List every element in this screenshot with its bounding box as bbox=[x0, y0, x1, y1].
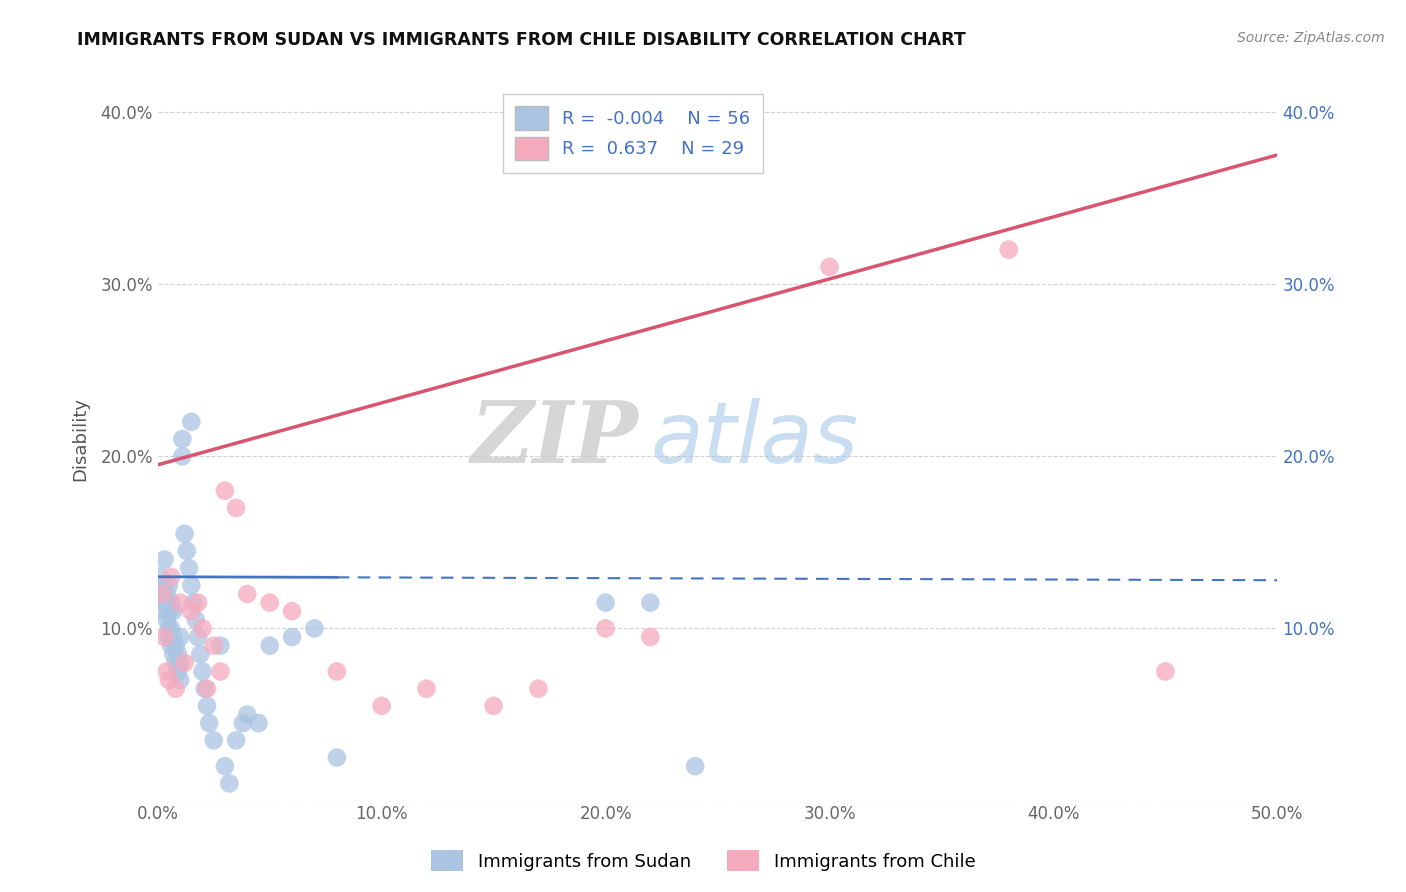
Point bbox=[1154, 665, 1177, 679]
Point bbox=[247, 716, 270, 731]
Point bbox=[188, 647, 211, 661]
Point bbox=[183, 596, 205, 610]
Point bbox=[415, 681, 437, 696]
Point bbox=[198, 716, 221, 731]
Text: IMMIGRANTS FROM SUDAN VS IMMIGRANTS FROM CHILE DISABILITY CORRELATION CHART: IMMIGRANTS FROM SUDAN VS IMMIGRANTS FROM… bbox=[77, 31, 966, 49]
Point bbox=[165, 639, 187, 653]
Point bbox=[640, 596, 662, 610]
Point bbox=[156, 596, 179, 610]
Text: Source: ZipAtlas.com: Source: ZipAtlas.com bbox=[1237, 31, 1385, 45]
Point bbox=[683, 759, 706, 773]
Point bbox=[169, 596, 191, 610]
Point bbox=[150, 578, 173, 592]
Point bbox=[236, 587, 259, 601]
Point bbox=[156, 587, 179, 601]
Point bbox=[259, 639, 281, 653]
Point bbox=[281, 630, 304, 644]
Point bbox=[153, 596, 176, 610]
Point bbox=[187, 630, 209, 644]
Point bbox=[225, 500, 247, 515]
Point bbox=[153, 552, 176, 566]
Point bbox=[167, 647, 190, 661]
Point bbox=[818, 260, 841, 274]
Point bbox=[167, 665, 190, 679]
Point bbox=[214, 759, 236, 773]
Point bbox=[156, 665, 179, 679]
Point bbox=[482, 698, 505, 713]
Point bbox=[157, 673, 180, 687]
Point bbox=[153, 630, 176, 644]
Point bbox=[157, 604, 180, 618]
Point bbox=[595, 622, 617, 636]
Point bbox=[326, 665, 349, 679]
Point bbox=[180, 415, 202, 429]
Point bbox=[153, 604, 176, 618]
Point bbox=[157, 630, 180, 644]
Point bbox=[218, 776, 240, 790]
Point bbox=[997, 243, 1019, 257]
Point bbox=[180, 604, 202, 618]
Point bbox=[173, 656, 195, 670]
Point bbox=[214, 483, 236, 498]
Point bbox=[160, 639, 183, 653]
Point bbox=[202, 639, 225, 653]
Point bbox=[162, 604, 184, 618]
Point bbox=[191, 665, 214, 679]
Point bbox=[209, 639, 232, 653]
Point bbox=[169, 673, 191, 687]
Point bbox=[236, 707, 259, 722]
Point bbox=[150, 587, 173, 601]
Point bbox=[195, 698, 218, 713]
Point bbox=[172, 432, 194, 446]
Point bbox=[370, 698, 392, 713]
Legend: R =  -0.004    N = 56, R =  0.637    N = 29: R = -0.004 N = 56, R = 0.637 N = 29 bbox=[503, 94, 763, 173]
Point bbox=[527, 681, 550, 696]
Point bbox=[225, 733, 247, 747]
Point bbox=[595, 596, 617, 610]
Point bbox=[157, 578, 180, 592]
Point bbox=[281, 604, 304, 618]
Point bbox=[187, 596, 209, 610]
Y-axis label: Disability: Disability bbox=[72, 397, 89, 481]
Point bbox=[194, 681, 217, 696]
Point bbox=[149, 570, 172, 584]
Legend: Immigrants from Sudan, Immigrants from Chile: Immigrants from Sudan, Immigrants from C… bbox=[423, 843, 983, 879]
Text: atlas: atlas bbox=[651, 398, 859, 481]
Point bbox=[169, 656, 191, 670]
Point bbox=[326, 750, 349, 764]
Point bbox=[191, 622, 214, 636]
Point bbox=[156, 613, 179, 627]
Point bbox=[162, 647, 184, 661]
Point bbox=[304, 622, 326, 636]
Point bbox=[259, 596, 281, 610]
Point bbox=[160, 622, 183, 636]
Point bbox=[150, 587, 173, 601]
Point bbox=[177, 561, 200, 575]
Point bbox=[202, 733, 225, 747]
Point bbox=[160, 596, 183, 610]
Point bbox=[640, 630, 662, 644]
Point bbox=[176, 544, 198, 558]
Point bbox=[232, 716, 254, 731]
Point bbox=[184, 613, 207, 627]
Point bbox=[165, 656, 187, 670]
Point bbox=[209, 665, 232, 679]
Text: ZIP: ZIP bbox=[471, 397, 640, 481]
Point bbox=[169, 630, 191, 644]
Point bbox=[173, 526, 195, 541]
Point bbox=[180, 578, 202, 592]
Point bbox=[160, 570, 183, 584]
Point bbox=[165, 681, 187, 696]
Point bbox=[157, 622, 180, 636]
Point bbox=[162, 630, 184, 644]
Point bbox=[195, 681, 218, 696]
Point bbox=[172, 449, 194, 463]
